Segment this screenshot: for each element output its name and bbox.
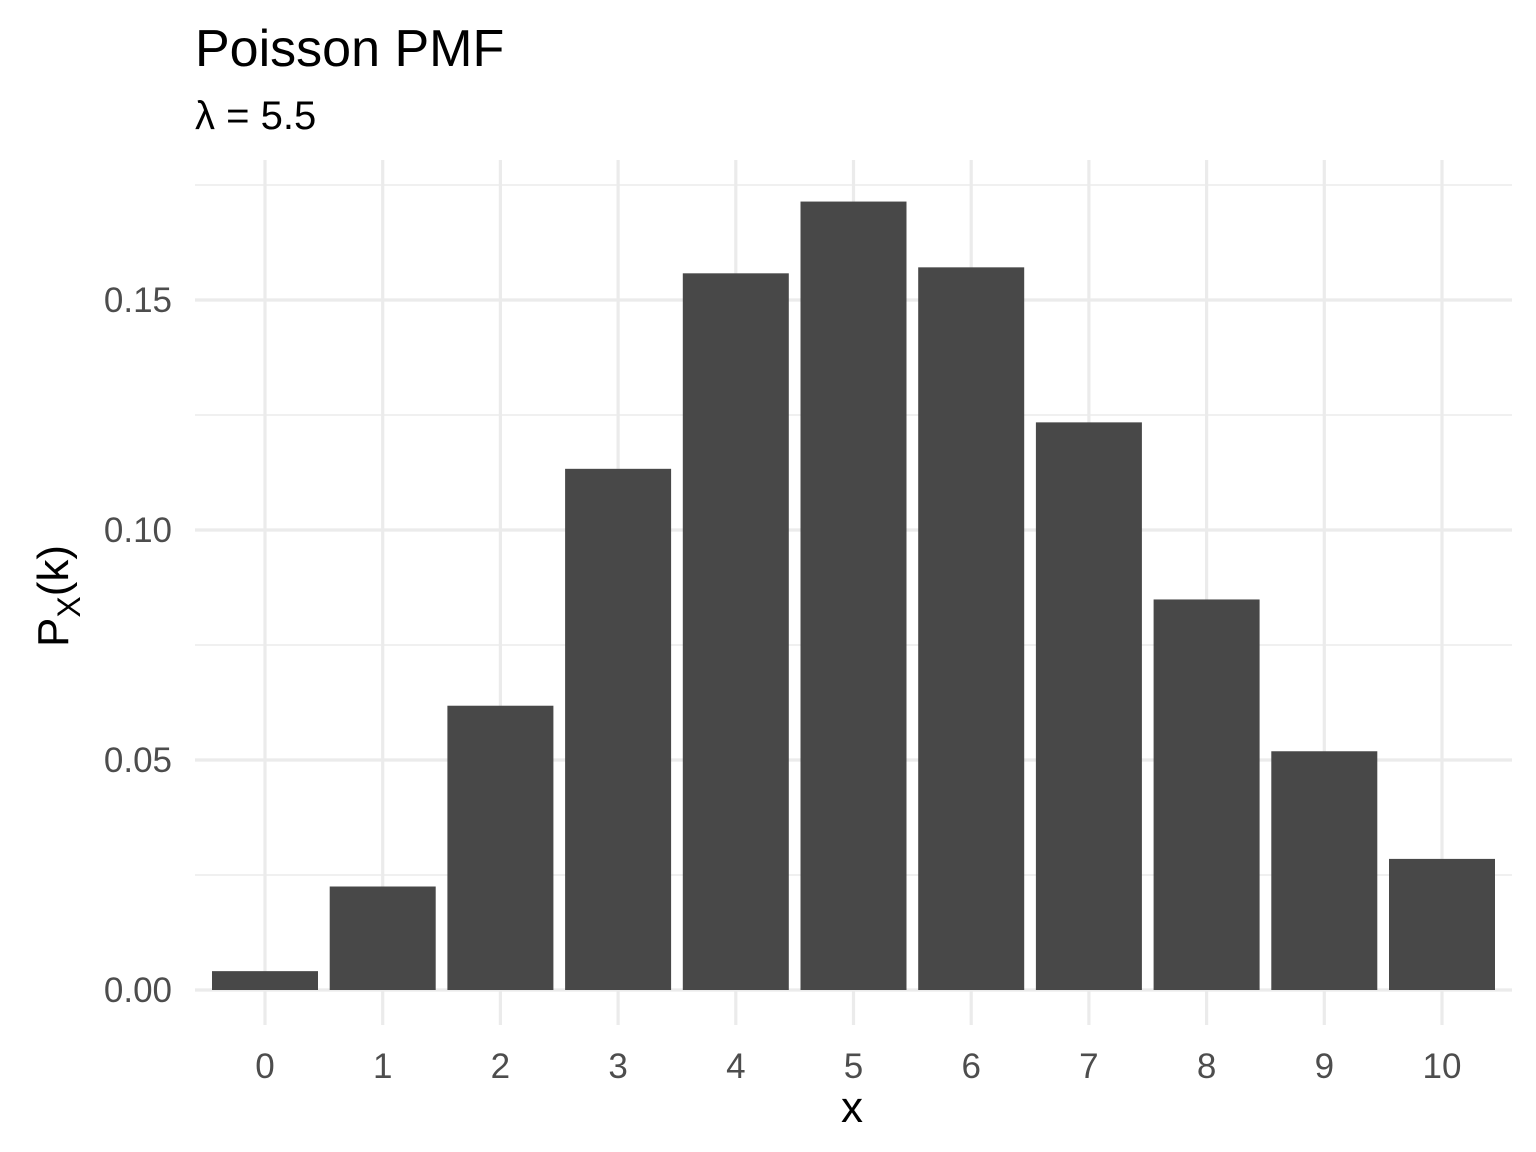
x-tick-label: 5 xyxy=(844,1047,863,1086)
bar-7 xyxy=(1035,422,1142,990)
bar-10 xyxy=(1389,858,1495,990)
bars xyxy=(212,201,1495,991)
y-axis-title: PX(k) xyxy=(29,545,87,647)
y-axis-ticks: 0.00 0.05 0.10 0.15 xyxy=(104,281,172,1010)
bar-4 xyxy=(682,273,789,990)
bar-9 xyxy=(1271,751,1378,990)
x-tick-label: 2 xyxy=(491,1047,510,1086)
bar-1 xyxy=(329,886,436,990)
bar-6 xyxy=(918,267,1025,991)
y-axis-title-subscript: X xyxy=(51,596,87,617)
y-tick-label: 0.10 xyxy=(104,511,172,550)
x-tick-label: 0 xyxy=(255,1047,274,1086)
chart-title: Poisson PMF xyxy=(195,20,504,78)
bar-8 xyxy=(1153,599,1260,990)
x-tick-label: 10 xyxy=(1423,1047,1462,1086)
x-axis-title: x xyxy=(841,1083,863,1132)
x-tick-label: 3 xyxy=(608,1047,627,1086)
x-tick-label: 4 xyxy=(726,1047,745,1086)
chart-subtitle: λ = 5.5 xyxy=(195,94,316,138)
svg-text:PX(k): PX(k) xyxy=(29,545,87,647)
x-tick-label: 8 xyxy=(1197,1047,1216,1086)
y-axis-title-main: P xyxy=(29,618,78,647)
y-tick-label: 0.15 xyxy=(104,281,172,320)
x-axis-ticks: 0 1 2 3 4 5 6 7 8 9 10 xyxy=(255,1047,1461,1086)
x-tick-label: 6 xyxy=(961,1047,980,1086)
bar-3 xyxy=(565,468,672,990)
y-axis-title-tail: (k) xyxy=(29,545,78,596)
x-tick-label: 7 xyxy=(1079,1047,1098,1086)
bar-5 xyxy=(800,201,907,990)
bar-2 xyxy=(447,705,554,990)
x-tick-label: 9 xyxy=(1315,1047,1334,1086)
bar-0 xyxy=(212,971,318,990)
y-tick-label: 0.00 xyxy=(104,971,172,1010)
y-tick-label: 0.05 xyxy=(104,741,172,780)
x-tick-label: 1 xyxy=(373,1047,392,1086)
